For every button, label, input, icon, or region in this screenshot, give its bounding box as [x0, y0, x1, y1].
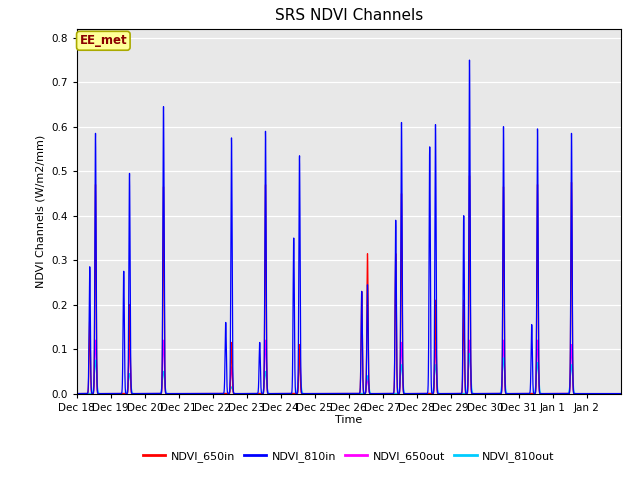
NDVI_810out — [506, 391, 513, 396]
NDVI_650out — [476, 391, 484, 396]
Line: NDVI_810out: NDVI_810out — [77, 354, 621, 394]
NDVI_650out — [270, 391, 278, 396]
NDVI_810out — [476, 391, 484, 396]
NDVI_650out — [419, 391, 426, 396]
NDVI_810out — [466, 351, 474, 357]
NDVI_810in — [270, 391, 278, 396]
X-axis label: Time: Time — [335, 415, 362, 425]
NDVI_810in — [506, 391, 513, 396]
Title: SRS NDVI Channels: SRS NDVI Channels — [275, 9, 423, 24]
NDVI_650out — [506, 391, 513, 396]
NDVI_810out — [395, 390, 403, 396]
NDVI_650out — [100, 391, 108, 396]
Legend: NDVI_650in, NDVI_810in, NDVI_650out, NDVI_810out: NDVI_650in, NDVI_810in, NDVI_650out, NDV… — [139, 446, 559, 467]
Line: NDVI_650out: NDVI_650out — [77, 340, 621, 394]
Line: NDVI_650in: NDVI_650in — [77, 176, 621, 394]
NDVI_650in — [419, 391, 426, 396]
NDVI_650in — [270, 391, 278, 396]
NDVI_810in — [419, 391, 426, 396]
NDVI_810in — [476, 391, 484, 396]
NDVI_810in — [100, 391, 108, 396]
NDVI_650in — [506, 391, 513, 396]
NDVI_650out — [92, 337, 99, 343]
NDVI_810in — [73, 391, 81, 396]
NDVI_810out — [100, 391, 108, 396]
NDVI_650in — [73, 391, 81, 396]
NDVI_810out — [270, 391, 278, 396]
NDVI_810out — [419, 391, 426, 396]
NDVI_650in — [617, 391, 625, 396]
Text: EE_met: EE_met — [79, 34, 127, 47]
NDVI_650in — [395, 391, 403, 396]
Line: NDVI_810in: NDVI_810in — [77, 60, 621, 394]
Y-axis label: NDVI Channels (W/m2/mm): NDVI Channels (W/m2/mm) — [36, 134, 45, 288]
NDVI_650in — [466, 173, 474, 179]
NDVI_810in — [395, 391, 403, 396]
NDVI_810in — [466, 57, 474, 63]
NDVI_650out — [73, 391, 81, 396]
NDVI_650out — [395, 390, 403, 396]
NDVI_810out — [73, 391, 81, 396]
NDVI_810in — [617, 391, 625, 396]
NDVI_650in — [100, 391, 108, 396]
NDVI_650out — [617, 391, 625, 396]
NDVI_810out — [617, 391, 625, 396]
NDVI_650in — [476, 391, 484, 396]
